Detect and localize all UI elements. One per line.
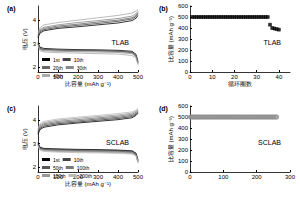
svg-text:50th: 50th — [53, 165, 63, 171]
svg-text:200: 200 — [178, 47, 189, 53]
svg-text:TLAB: TLAB — [111, 39, 129, 46]
svg-text:1st: 1st — [53, 157, 60, 163]
svg-text:4: 4 — [33, 117, 37, 123]
svg-text:2: 2 — [33, 64, 37, 70]
svg-text:200: 200 — [73, 74, 84, 80]
svg-text:300: 300 — [93, 174, 104, 180]
svg-text:150th: 150th — [53, 173, 66, 179]
svg-text:2: 2 — [33, 164, 37, 170]
svg-text:600: 600 — [178, 3, 189, 9]
svg-text:100th: 100th — [77, 165, 90, 171]
svg-text:比容量 (mAh g⁻¹): 比容量 (mAh g⁻¹) — [167, 16, 174, 62]
svg-text:4: 4 — [33, 17, 37, 23]
svg-text:(d): (d) — [159, 105, 168, 113]
svg-text:300: 300 — [178, 36, 189, 42]
svg-text:3: 3 — [33, 141, 37, 147]
svg-text:300: 300 — [178, 136, 189, 142]
svg-text:100: 100 — [218, 174, 229, 180]
svg-text:3: 3 — [33, 41, 37, 47]
svg-text:0: 0 — [36, 74, 40, 80]
svg-text:400: 400 — [178, 125, 189, 131]
svg-text:0: 0 — [188, 174, 192, 180]
svg-text:500: 500 — [178, 14, 189, 20]
svg-text:0: 0 — [36, 174, 40, 180]
svg-text:400: 400 — [113, 174, 124, 180]
svg-text:比容量 (mAh g⁻¹): 比容量 (mAh g⁻¹) — [65, 180, 111, 187]
svg-text:(b): (b) — [159, 5, 168, 13]
svg-text:比容量 (mAh g⁻¹): 比容量 (mAh g⁻¹) — [65, 80, 111, 87]
svg-text:300: 300 — [285, 174, 296, 180]
svg-text:200th: 200th — [80, 173, 93, 179]
svg-text:(c): (c) — [7, 105, 16, 113]
svg-text:SCLAB: SCLAB — [106, 139, 129, 146]
svg-text:40th: 40th — [53, 73, 63, 79]
svg-text:30th: 30th — [77, 65, 87, 71]
svg-text:200: 200 — [178, 147, 189, 153]
svg-text:40: 40 — [276, 74, 283, 80]
svg-text:500: 500 — [133, 74, 144, 80]
svg-text:比容量 (mAh g⁻¹): 比容量 (mAh g⁻¹) — [167, 116, 174, 162]
svg-text:0: 0 — [188, 74, 192, 80]
svg-text:400: 400 — [178, 25, 189, 31]
svg-text:500: 500 — [133, 174, 144, 180]
svg-text:400: 400 — [113, 74, 124, 80]
svg-text:循环圈数: 循环圈数 — [228, 81, 252, 87]
svg-text:10th: 10th — [74, 57, 84, 63]
svg-text:20th: 20th — [53, 65, 63, 71]
svg-text:电压 (V): 电压 (V) — [22, 128, 28, 150]
svg-text:20: 20 — [231, 74, 238, 80]
svg-text:10th: 10th — [74, 157, 84, 163]
svg-text:电压 (V): 电压 (V) — [22, 28, 28, 50]
svg-text:100: 100 — [178, 58, 189, 64]
svg-text:200: 200 — [252, 174, 263, 180]
svg-text:0: 0 — [184, 69, 188, 75]
svg-text:0: 0 — [184, 169, 188, 175]
svg-text:TLAB: TLAB — [263, 39, 281, 46]
svg-text:300: 300 — [93, 74, 104, 80]
svg-text:10: 10 — [209, 74, 216, 80]
svg-text:1st: 1st — [53, 57, 60, 63]
svg-text:600: 600 — [178, 103, 189, 109]
svg-text:100: 100 — [178, 158, 189, 164]
svg-text:30: 30 — [253, 74, 260, 80]
svg-text:(a): (a) — [7, 5, 16, 13]
svg-text:500: 500 — [178, 114, 189, 120]
svg-text:SCLAB: SCLAB — [258, 139, 281, 146]
